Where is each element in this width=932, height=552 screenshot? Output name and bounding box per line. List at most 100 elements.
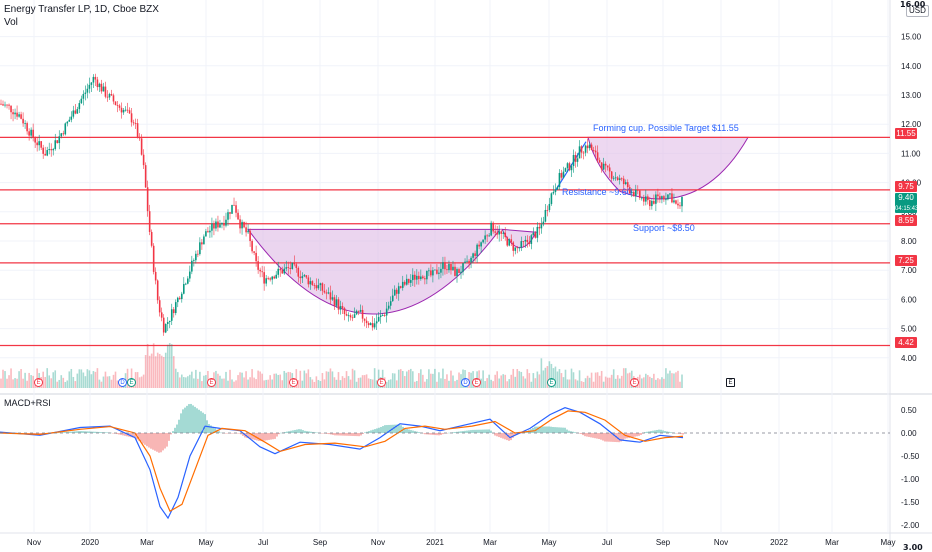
macd-rsi-label[interactable]: MACD+RSI [4, 398, 51, 408]
macd-histogram-bar [646, 431, 648, 433]
candle-body [116, 105, 119, 106]
event-marker-future[interactable]: E [726, 378, 735, 387]
candle-body [112, 95, 115, 102]
candle-body [327, 292, 330, 294]
candle-body [158, 300, 161, 313]
candle-body [243, 221, 245, 228]
candle-body [482, 239, 484, 243]
volume-bar [72, 376, 75, 388]
macd-histogram-bar [628, 433, 630, 438]
volume-bar [88, 370, 91, 388]
macd-histogram-bar [360, 433, 362, 436]
candle-body [647, 196, 649, 201]
event-marker-earn[interactable]: E [289, 378, 298, 387]
macd-histogram-bar [68, 431, 70, 433]
volume-bar [673, 373, 675, 388]
candle-body [18, 114, 20, 117]
candle-body [70, 116, 73, 120]
event-marker-earn[interactable]: E [34, 378, 43, 387]
macd-histogram-bar [454, 432, 456, 433]
volume-bar [92, 371, 95, 388]
volume-bar [422, 374, 424, 388]
volume-bar [4, 371, 6, 388]
volume-bar [418, 373, 420, 388]
volume-bar [48, 375, 51, 388]
event-marker-div[interactable]: D [461, 378, 470, 387]
volume-bar [249, 377, 251, 388]
volume-bar [522, 376, 525, 388]
volume-bar [450, 370, 452, 388]
volume-bar [66, 380, 69, 388]
macd-tick-label: 0.50 [901, 406, 917, 415]
candle-body [241, 221, 243, 229]
volume-bar [560, 373, 563, 388]
event-marker-split[interactable]: E [127, 378, 136, 387]
macd-histogram-bar [58, 432, 60, 434]
candle-body [391, 295, 394, 302]
macd-histogram-bar [544, 426, 546, 433]
candle-body [375, 321, 378, 324]
volume-bar [104, 371, 107, 388]
macd-histogram-bar [350, 433, 352, 436]
candle-body [645, 196, 647, 202]
macd-histogram-bar [498, 433, 500, 438]
candle-body [407, 278, 410, 283]
candle-body [357, 310, 360, 312]
macd-histogram-bar [226, 433, 228, 434]
candle-body [319, 283, 322, 286]
macd-histogram-bar [472, 429, 474, 433]
event-marker-earn[interactable]: E [472, 378, 481, 387]
volume-bar [349, 379, 352, 388]
macd-histogram-bar [96, 431, 98, 433]
event-marker-split[interactable]: E [547, 378, 556, 387]
symbol-title[interactable]: Energy Transfer LP, 1D, Cboe BZX [4, 4, 159, 15]
candle-body [526, 239, 529, 242]
candle-body [335, 299, 338, 306]
macd-histogram-bar [336, 433, 338, 436]
volume-bar [614, 378, 617, 388]
macd-histogram-bar [252, 433, 254, 440]
time-tick-label: Nov [371, 538, 385, 547]
volume-bar [405, 371, 408, 388]
event-marker-earn[interactable]: E [377, 378, 386, 387]
current-price: 9.40 [898, 193, 914, 202]
candle-body [456, 269, 458, 276]
price-axis-label-clipped-bottom: 3.00 [903, 543, 923, 552]
macd-histogram-bar [424, 433, 426, 435]
macd-histogram-bar [84, 431, 86, 433]
volume-bar [568, 379, 571, 388]
volume-bar [275, 373, 278, 388]
candle-body [269, 278, 271, 280]
volume-bar [174, 368, 177, 388]
event-marker-earn[interactable]: E [207, 378, 216, 387]
event-marker-earn[interactable]: E [630, 378, 639, 387]
candle-body [628, 187, 631, 194]
candle-body [82, 93, 85, 99]
volume-bar [438, 372, 440, 388]
macd-histogram-bar [178, 419, 180, 433]
candle-body [510, 239, 513, 243]
macd-histogram-bar [300, 429, 302, 433]
macd-histogram-bar [594, 433, 596, 439]
macd-histogram-bar [268, 433, 270, 440]
price-tick-label: 13.00 [901, 91, 922, 100]
candle-body [554, 189, 557, 193]
volume-bar [389, 379, 392, 388]
macd-histogram-bar [308, 431, 310, 433]
candle-body [556, 187, 559, 190]
macd-histogram-bar [640, 433, 642, 435]
currency-badge[interactable]: USD [906, 5, 929, 17]
macd-histogram-bar [198, 409, 200, 433]
macd-histogram-bar [116, 433, 118, 435]
macd-histogram-bar [468, 430, 470, 433]
volume-bar [353, 370, 356, 388]
candle-body [10, 105, 12, 113]
volume-bar [231, 379, 233, 388]
macd-histogram-bar [466, 430, 468, 433]
volume-bar [661, 377, 663, 388]
event-marker-div[interactable]: D [118, 378, 127, 387]
candle-body [381, 315, 384, 316]
candle-body [387, 305, 390, 309]
volume-bar [608, 377, 611, 388]
